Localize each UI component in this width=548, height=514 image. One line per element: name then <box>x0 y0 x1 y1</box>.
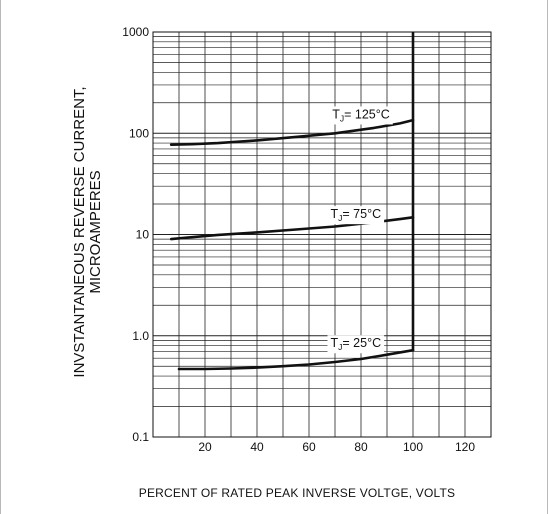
x-tick-label: 60 <box>302 440 316 454</box>
x-axis-title: PERCENT OF RATED PEAK INVERSE VOLTGE, VO… <box>139 486 455 500</box>
series-label-bg <box>327 335 385 354</box>
y-tick-label: 10 <box>136 228 150 242</box>
series-labels: TJ= 125°C TJ= 75°C TJ= 25°C <box>327 106 393 354</box>
y-tick-label: 100 <box>129 126 149 140</box>
series-line <box>169 118 415 146</box>
series-lines <box>169 32 415 371</box>
grid-lines <box>153 32 491 438</box>
x-tick-labels: 20 40 60 80 100 120 <box>198 440 475 454</box>
series-line <box>169 216 415 241</box>
series-label-bg <box>329 106 393 125</box>
y-tick-labels: 0.1 1.0 10 100 1000 <box>122 25 149 444</box>
plot-area <box>152 31 492 438</box>
x-tick-label: 80 <box>354 440 368 454</box>
series-label: TJ= 125°C <box>332 107 390 123</box>
y-axis-title-line-2: MICROAMPERES <box>87 170 104 293</box>
y-tick-label: 1.0 <box>132 329 149 343</box>
series-label: TJ= 75°C <box>331 207 382 223</box>
y-tick-label: 0.1 <box>132 430 149 444</box>
x-tick-label: 20 <box>198 440 212 454</box>
x-tick-label: 120 <box>455 440 475 454</box>
series-label-bg <box>327 206 385 225</box>
x-tick-label: 40 <box>250 440 264 454</box>
y-tick-label: 1000 <box>122 25 149 39</box>
series-label: TJ= 25°C <box>331 336 382 352</box>
y-axis-title-line-1: INVSTANTANEOUS REVERSE CURRENT, <box>71 86 88 377</box>
x-tick-label: 100 <box>403 440 423 454</box>
series-line <box>177 348 415 371</box>
